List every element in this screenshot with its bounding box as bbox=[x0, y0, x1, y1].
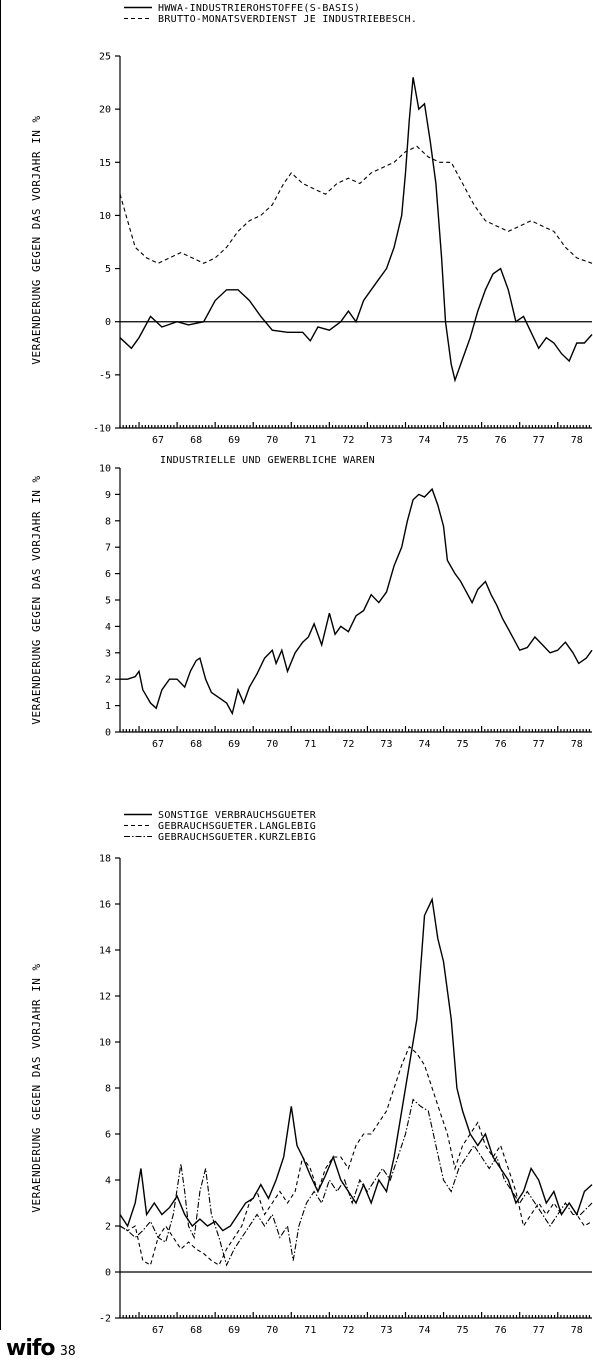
x-tick-label: 73 bbox=[380, 435, 392, 446]
y-tick-label: 6 bbox=[105, 1130, 111, 1141]
y-tick-label: -10 bbox=[93, 424, 111, 435]
x-tick-label: 74 bbox=[418, 739, 430, 750]
x-tick-label: 71 bbox=[304, 739, 316, 750]
x-tick-label: 72 bbox=[342, 1325, 354, 1336]
y-tick-label: 16 bbox=[99, 900, 111, 911]
y-tick-label: 18 bbox=[99, 854, 111, 865]
x-tick-label: 78 bbox=[571, 739, 583, 750]
y-tick-label: 7 bbox=[105, 543, 111, 554]
y-tick-label: -2 bbox=[99, 1314, 111, 1325]
x-tick-label: 75 bbox=[457, 435, 469, 446]
y-tick-label: 14 bbox=[99, 946, 111, 957]
x-tick-label: 77 bbox=[533, 435, 545, 446]
x-tick-label: 73 bbox=[380, 739, 392, 750]
series-line-2 bbox=[119, 1045, 593, 1266]
legend-entry: SONSTIGE VERBRAUCHSGUETER bbox=[158, 810, 317, 821]
x-tick-label: 70 bbox=[266, 1325, 278, 1336]
x-tick-label: 77 bbox=[533, 739, 545, 750]
x-tick-label: 76 bbox=[495, 739, 507, 750]
y-axis-label: VERAENDERUNG GEGEN DAS VORJAHR IN % bbox=[30, 115, 43, 364]
y-tick-label: 8 bbox=[105, 516, 111, 527]
y-tick-label: 1 bbox=[105, 701, 111, 712]
y-tick-label: 0 bbox=[105, 728, 111, 739]
x-tick-label: 68 bbox=[190, 739, 202, 750]
x-tick-label: 75 bbox=[457, 1325, 469, 1336]
y-axis-label: VERAENDERUNG GEGEN DAS VORJAHR IN % bbox=[30, 475, 43, 724]
page-left-rule bbox=[0, 0, 1, 1330]
x-tick-label: 76 bbox=[495, 1325, 507, 1336]
x-tick-label: 76 bbox=[495, 435, 507, 446]
x-tick-label: 72 bbox=[342, 435, 354, 446]
x-tick-label: 75 bbox=[457, 739, 469, 750]
series-line-1 bbox=[119, 897, 593, 1232]
x-tick-label: 70 bbox=[266, 739, 278, 750]
series-line-1 bbox=[119, 77, 593, 383]
page-number: 38 bbox=[60, 1344, 76, 1359]
x-tick-label: 74 bbox=[418, 435, 430, 446]
y-tick-label: 10 bbox=[99, 1038, 111, 1049]
x-tick-label: 67 bbox=[152, 739, 164, 750]
series-line-2 bbox=[119, 145, 593, 264]
legend-entry: HWWA-INDUSTRIEROHSTOFFE(S-BASIS) bbox=[158, 3, 360, 14]
x-tick-label: 74 bbox=[418, 1325, 430, 1336]
x-tick-label: 72 bbox=[342, 739, 354, 750]
y-axis-label: VERAENDERUNG GEGEN DAS VORJAHR IN % bbox=[30, 963, 43, 1212]
y-tick-label: 12 bbox=[99, 992, 111, 1003]
y-tick-label: 8 bbox=[105, 1084, 111, 1095]
x-tick-label: 78 bbox=[571, 1325, 583, 1336]
y-tick-label: 2 bbox=[105, 675, 111, 686]
series-line-3 bbox=[119, 1098, 593, 1267]
chart-panel-1: -10 -5 0 5 10 15 20 25 67 68 69 70 71 72 73 74 75 76 77 78 V… bbox=[30, 3, 593, 446]
x-tick-label: 69 bbox=[228, 435, 240, 446]
y-tick-label: 6 bbox=[105, 569, 111, 580]
y-tick-label: 5 bbox=[105, 264, 111, 275]
wifo-logo: wifo bbox=[6, 1336, 56, 1361]
x-tick-label: 67 bbox=[152, 1325, 164, 1336]
y-tick-label: 3 bbox=[105, 648, 111, 659]
x-tick-label: 77 bbox=[533, 1325, 545, 1336]
x-tick-label: 68 bbox=[190, 435, 202, 446]
y-tick-label: 20 bbox=[99, 105, 111, 116]
series-line-1 bbox=[120, 487, 593, 716]
x-tick-label: 67 bbox=[152, 435, 164, 446]
x-tick-label: 73 bbox=[380, 1325, 392, 1336]
x-tick-label: 69 bbox=[228, 739, 240, 750]
legend-entry: GEBRAUCHSGUETER.KURZLEBIG bbox=[158, 832, 316, 843]
legend-entry: GEBRAUCHSGUETER.LANGLEBIG bbox=[158, 821, 316, 832]
x-tick-label: 69 bbox=[228, 1325, 240, 1336]
legend-entry: BRUTTO-MONATSVERDIENST JE INDUSTRIEBESCH… bbox=[158, 14, 417, 25]
y-tick-label: 15 bbox=[99, 158, 111, 169]
y-tick-label: 5 bbox=[105, 596, 111, 607]
y-tick-label: 0 bbox=[105, 317, 111, 328]
y-tick-label: 10 bbox=[99, 211, 111, 222]
y-tick-label: -5 bbox=[99, 370, 111, 381]
y-tick-label: 4 bbox=[105, 1176, 111, 1187]
y-tick-label: 4 bbox=[105, 622, 111, 633]
y-tick-label: 10 bbox=[99, 464, 111, 475]
x-tick-label: 68 bbox=[190, 1325, 202, 1336]
y-tick-label: 9 bbox=[105, 490, 111, 501]
x-tick-label: 78 bbox=[571, 435, 583, 446]
y-tick-label: 0 bbox=[105, 1268, 111, 1279]
x-tick-label: 70 bbox=[266, 435, 278, 446]
x-tick-label: 71 bbox=[304, 1325, 316, 1336]
chart-title: INDUSTRIELLE UND GEWERBLICHE WAREN bbox=[160, 455, 375, 466]
y-tick-label: 25 bbox=[99, 52, 111, 63]
x-tick-label: 71 bbox=[304, 435, 316, 446]
y-tick-label: 2 bbox=[105, 1222, 111, 1233]
